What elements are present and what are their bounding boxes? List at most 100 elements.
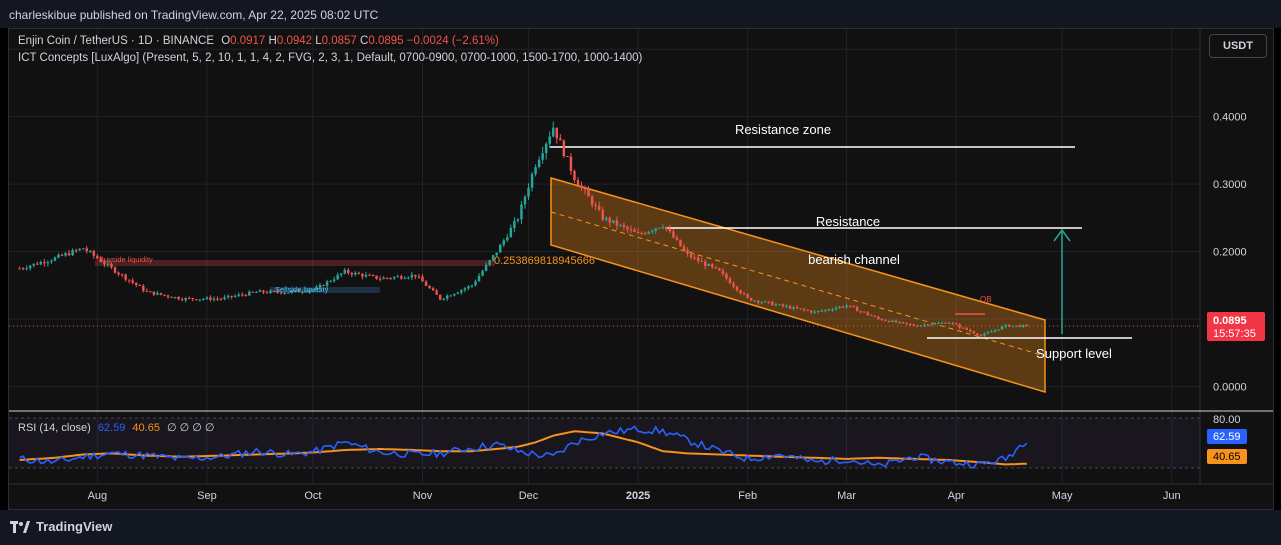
currency-button[interactable]: USDT [1209,34,1267,58]
candle-body [594,205,597,207]
chart-frame[interactable] [8,28,1274,510]
candle-body [884,320,887,322]
candle-body [686,249,689,254]
time-axis[interactable]: Aug Sep Oct Nov Dec 2025 Feb Mar Apr May Jun [88,490,1181,502]
candle-body [78,248,81,251]
candle-body [573,171,576,181]
symbol-name[interactable]: Enjin Coin / TetherUS · 1D · BINANCE [18,35,214,47]
candle-body [820,310,824,312]
candle-body [933,323,937,325]
candle-body [714,266,718,269]
candle-body [60,254,64,256]
bearish-channel-midline [550,211,1046,357]
buyside-liquidity-label: Buyside liquidity [99,255,153,264]
candle-body [537,159,541,168]
candle-body [248,291,251,296]
candle-body [276,290,279,293]
candle-body [725,273,728,279]
candle-body [951,322,954,324]
candle-body [799,308,802,310]
candle-body [431,288,435,291]
candle-body [569,156,573,172]
candle-body [647,231,650,234]
candle-body [435,290,438,295]
candle-body [523,196,527,205]
indicator-legend[interactable]: ICT Concepts [LuxAlgo] (Present, 5, 2, 1… [18,52,643,64]
rsi-title[interactable]: RSI (14, close) [18,422,91,434]
candle-body [290,291,293,293]
candle-body [89,251,92,253]
candle-body [255,291,258,293]
resistance-label: Resistance [816,214,880,229]
candle-body [636,231,640,234]
candle-body [810,310,813,313]
candle-body [484,264,488,271]
candle-body [198,299,202,301]
candle-body [385,277,389,279]
candle-body [771,301,774,306]
candle-body [675,237,679,240]
candle-body [304,291,308,293]
candle-body [106,263,110,265]
high-value: 0.0942 [276,35,313,47]
candle-body [36,263,39,265]
candle-body [513,220,516,228]
candle-body [576,180,580,186]
candle-body [318,284,322,288]
candle-body [57,254,60,258]
candle-body [283,292,286,294]
high-label: H [268,35,277,47]
open-value: 0.0917 [230,35,266,47]
candle-body [824,309,827,311]
resistance-zone-label: Resistance zone [735,122,831,137]
candle-body [396,276,399,278]
candle-body [325,281,329,286]
candle-body [131,280,134,283]
candle-body [506,237,509,241]
candle-body [449,295,453,297]
candle-body [85,248,88,252]
candle-body [32,263,35,266]
candle-body [700,260,703,262]
symbol-legend: Enjin Coin / TetherUS · 1D · BINANCE O0.… [18,35,499,47]
candle-body [696,257,700,261]
candle-body [760,302,764,304]
time-tick-label: Sep [197,490,217,502]
candle-body [156,292,159,295]
candle-body [166,295,170,297]
candle-body [650,230,654,232]
candle-body [590,196,594,206]
candle-body [629,229,633,231]
candle-body [870,314,873,316]
candle-body [219,298,223,300]
candle-body [954,323,958,325]
candle-body [142,285,145,291]
top-bar: charleskibue published on TradingView.co… [0,0,1281,28]
time-tick-label: Oct [304,490,321,502]
rsi-legend: RSI (14, close) 62.59 40.65 ∅ ∅ ∅ ∅ [18,421,215,434]
candle-body [827,309,831,311]
low-value: 0.0857 [321,35,357,47]
candle-body [756,300,760,303]
candle-body [308,290,311,292]
time-tick-label: Jun [1163,490,1181,502]
candle-body [460,290,463,293]
candle-body [152,291,156,295]
candle-body [127,279,131,281]
tradingview-logo[interactable]: TradingView [10,519,112,534]
candle-body [544,143,548,154]
candle-body [802,308,806,310]
close-label: C [360,35,369,47]
rsi-ma-value-tag [1207,449,1247,464]
candle-body [453,293,456,296]
candle-body [403,278,407,280]
candle-body [499,244,502,253]
candle-body [347,269,350,274]
candle-body [368,274,371,276]
candle-body [159,292,163,295]
candle-body [732,283,735,287]
candle-body [997,329,1000,331]
candle-body [873,315,877,317]
